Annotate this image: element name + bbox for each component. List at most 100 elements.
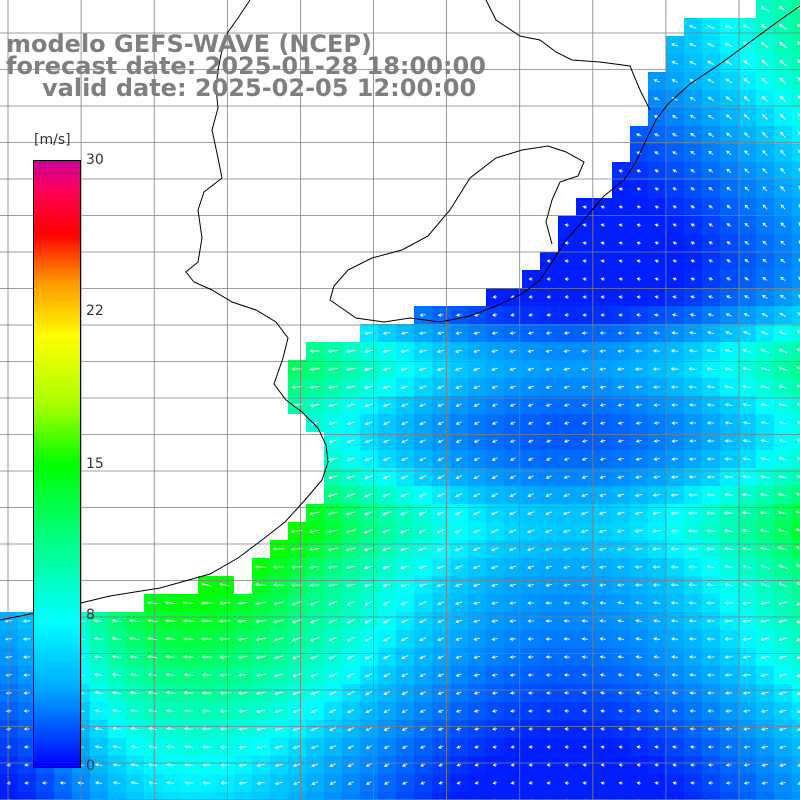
wind-arrow <box>418 385 427 390</box>
wind-arrow <box>528 313 534 317</box>
wind-arrow <box>527 565 535 569</box>
wind-arrow <box>218 619 231 623</box>
wind-arrow <box>705 511 716 515</box>
wind-arrow <box>418 583 427 588</box>
wind-arrow <box>219 673 230 677</box>
wind-arrow <box>182 601 195 605</box>
wind-arrow <box>672 745 678 749</box>
wind-arrow <box>491 637 498 641</box>
wind-arrow <box>618 763 623 767</box>
wind-arrow <box>796 709 800 714</box>
wind-arrow <box>474 745 480 749</box>
wind-arrow <box>617 349 625 353</box>
wind-arrow <box>563 493 571 497</box>
wind-arrow <box>437 619 445 624</box>
wind-arrow <box>94 745 103 749</box>
wind-arrow <box>455 637 463 641</box>
wind-arrow <box>345 565 356 570</box>
wind-arrow <box>94 691 104 695</box>
wind-arrow <box>653 313 660 317</box>
wind-arrow <box>599 457 606 461</box>
wind-arrow <box>237 637 249 642</box>
wind-arrow <box>634 583 643 587</box>
wind-arrow <box>635 403 642 407</box>
wind-arrow <box>510 727 516 731</box>
wind-arrow <box>166 781 175 785</box>
wind-arrow <box>419 727 426 731</box>
wind-speed-cell <box>108 792 126 800</box>
wind-arrow <box>401 673 409 677</box>
wind-arrow <box>218 601 231 605</box>
wind-arrow <box>237 691 248 696</box>
wind-arrow <box>201 655 212 659</box>
wind-arrow <box>455 709 462 713</box>
wind-arrow <box>688 529 698 533</box>
wind-arrow <box>724 403 733 407</box>
wind-arrow <box>509 385 516 389</box>
wind-arrow <box>364 349 374 354</box>
wind-arrow <box>635 709 642 713</box>
wind-arrow <box>726 150 732 156</box>
wind-arrow <box>652 493 661 497</box>
wind-arrow <box>636 295 641 299</box>
wind-arrow <box>778 709 787 714</box>
wind-arrow <box>580 511 589 516</box>
wind-arrow <box>491 385 499 389</box>
wind-arrow <box>527 601 535 605</box>
wind-arrow <box>797 113 800 117</box>
wind-arrow <box>546 709 552 713</box>
wind-arrow <box>599 331 606 335</box>
wind-arrow <box>581 673 588 677</box>
wind-arrow <box>562 529 571 534</box>
wind-arrow <box>59 781 66 785</box>
wind-speed-cell <box>486 792 504 800</box>
wind-arrow <box>688 349 697 353</box>
wind-arrow <box>726 204 732 209</box>
wind-arrow <box>617 385 625 389</box>
wind-arrow <box>472 565 481 570</box>
wind-arrow <box>652 601 661 605</box>
wind-arrow <box>744 168 750 174</box>
wind-arrow <box>545 583 553 587</box>
wind-arrow <box>184 763 193 767</box>
wind-arrow <box>238 763 247 767</box>
wind-arrow <box>364 421 373 426</box>
wind-arrow <box>255 619 267 624</box>
wind-arrow <box>383 673 391 678</box>
wind-arrow <box>546 439 552 443</box>
wind-arrow <box>111 672 122 677</box>
wind-arrow <box>743 60 751 66</box>
wind-speed-cell <box>648 792 666 800</box>
wind-arrow <box>164 618 177 623</box>
wind-arrow <box>741 510 752 515</box>
wind-arrow <box>670 367 679 371</box>
wind-arrow <box>759 564 770 569</box>
wind-arrow <box>671 115 678 119</box>
wind-arrow <box>618 259 623 263</box>
wind-arrow <box>689 421 697 425</box>
wind-arrow <box>363 367 374 372</box>
wind-arrow <box>705 529 716 533</box>
wind-arrow <box>527 511 535 516</box>
wind-arrow <box>653 115 660 119</box>
wind-arrow <box>761 295 768 299</box>
wind-speed-cell <box>540 792 558 800</box>
wind-arrow <box>419 691 426 695</box>
wind-arrow <box>689 691 696 695</box>
wind-arrow <box>744 204 750 210</box>
wind-speed-cell <box>792 270 800 288</box>
wind-arrow <box>760 384 770 389</box>
wind-arrow <box>600 745 605 749</box>
wind-arrow <box>455 421 462 425</box>
wind-arrow <box>272 547 285 551</box>
wind-speed-cell <box>180 792 198 800</box>
wind-arrow <box>455 403 462 407</box>
wind-arrow <box>527 421 534 425</box>
wind-speed-cell <box>36 792 54 800</box>
wind-speed-cell <box>198 792 216 800</box>
wind-vector-arrows <box>4 5 800 800</box>
wind-arrow <box>795 492 800 497</box>
wind-arrow <box>528 709 534 713</box>
wind-arrow <box>383 691 391 696</box>
wind-arrow <box>707 727 714 731</box>
